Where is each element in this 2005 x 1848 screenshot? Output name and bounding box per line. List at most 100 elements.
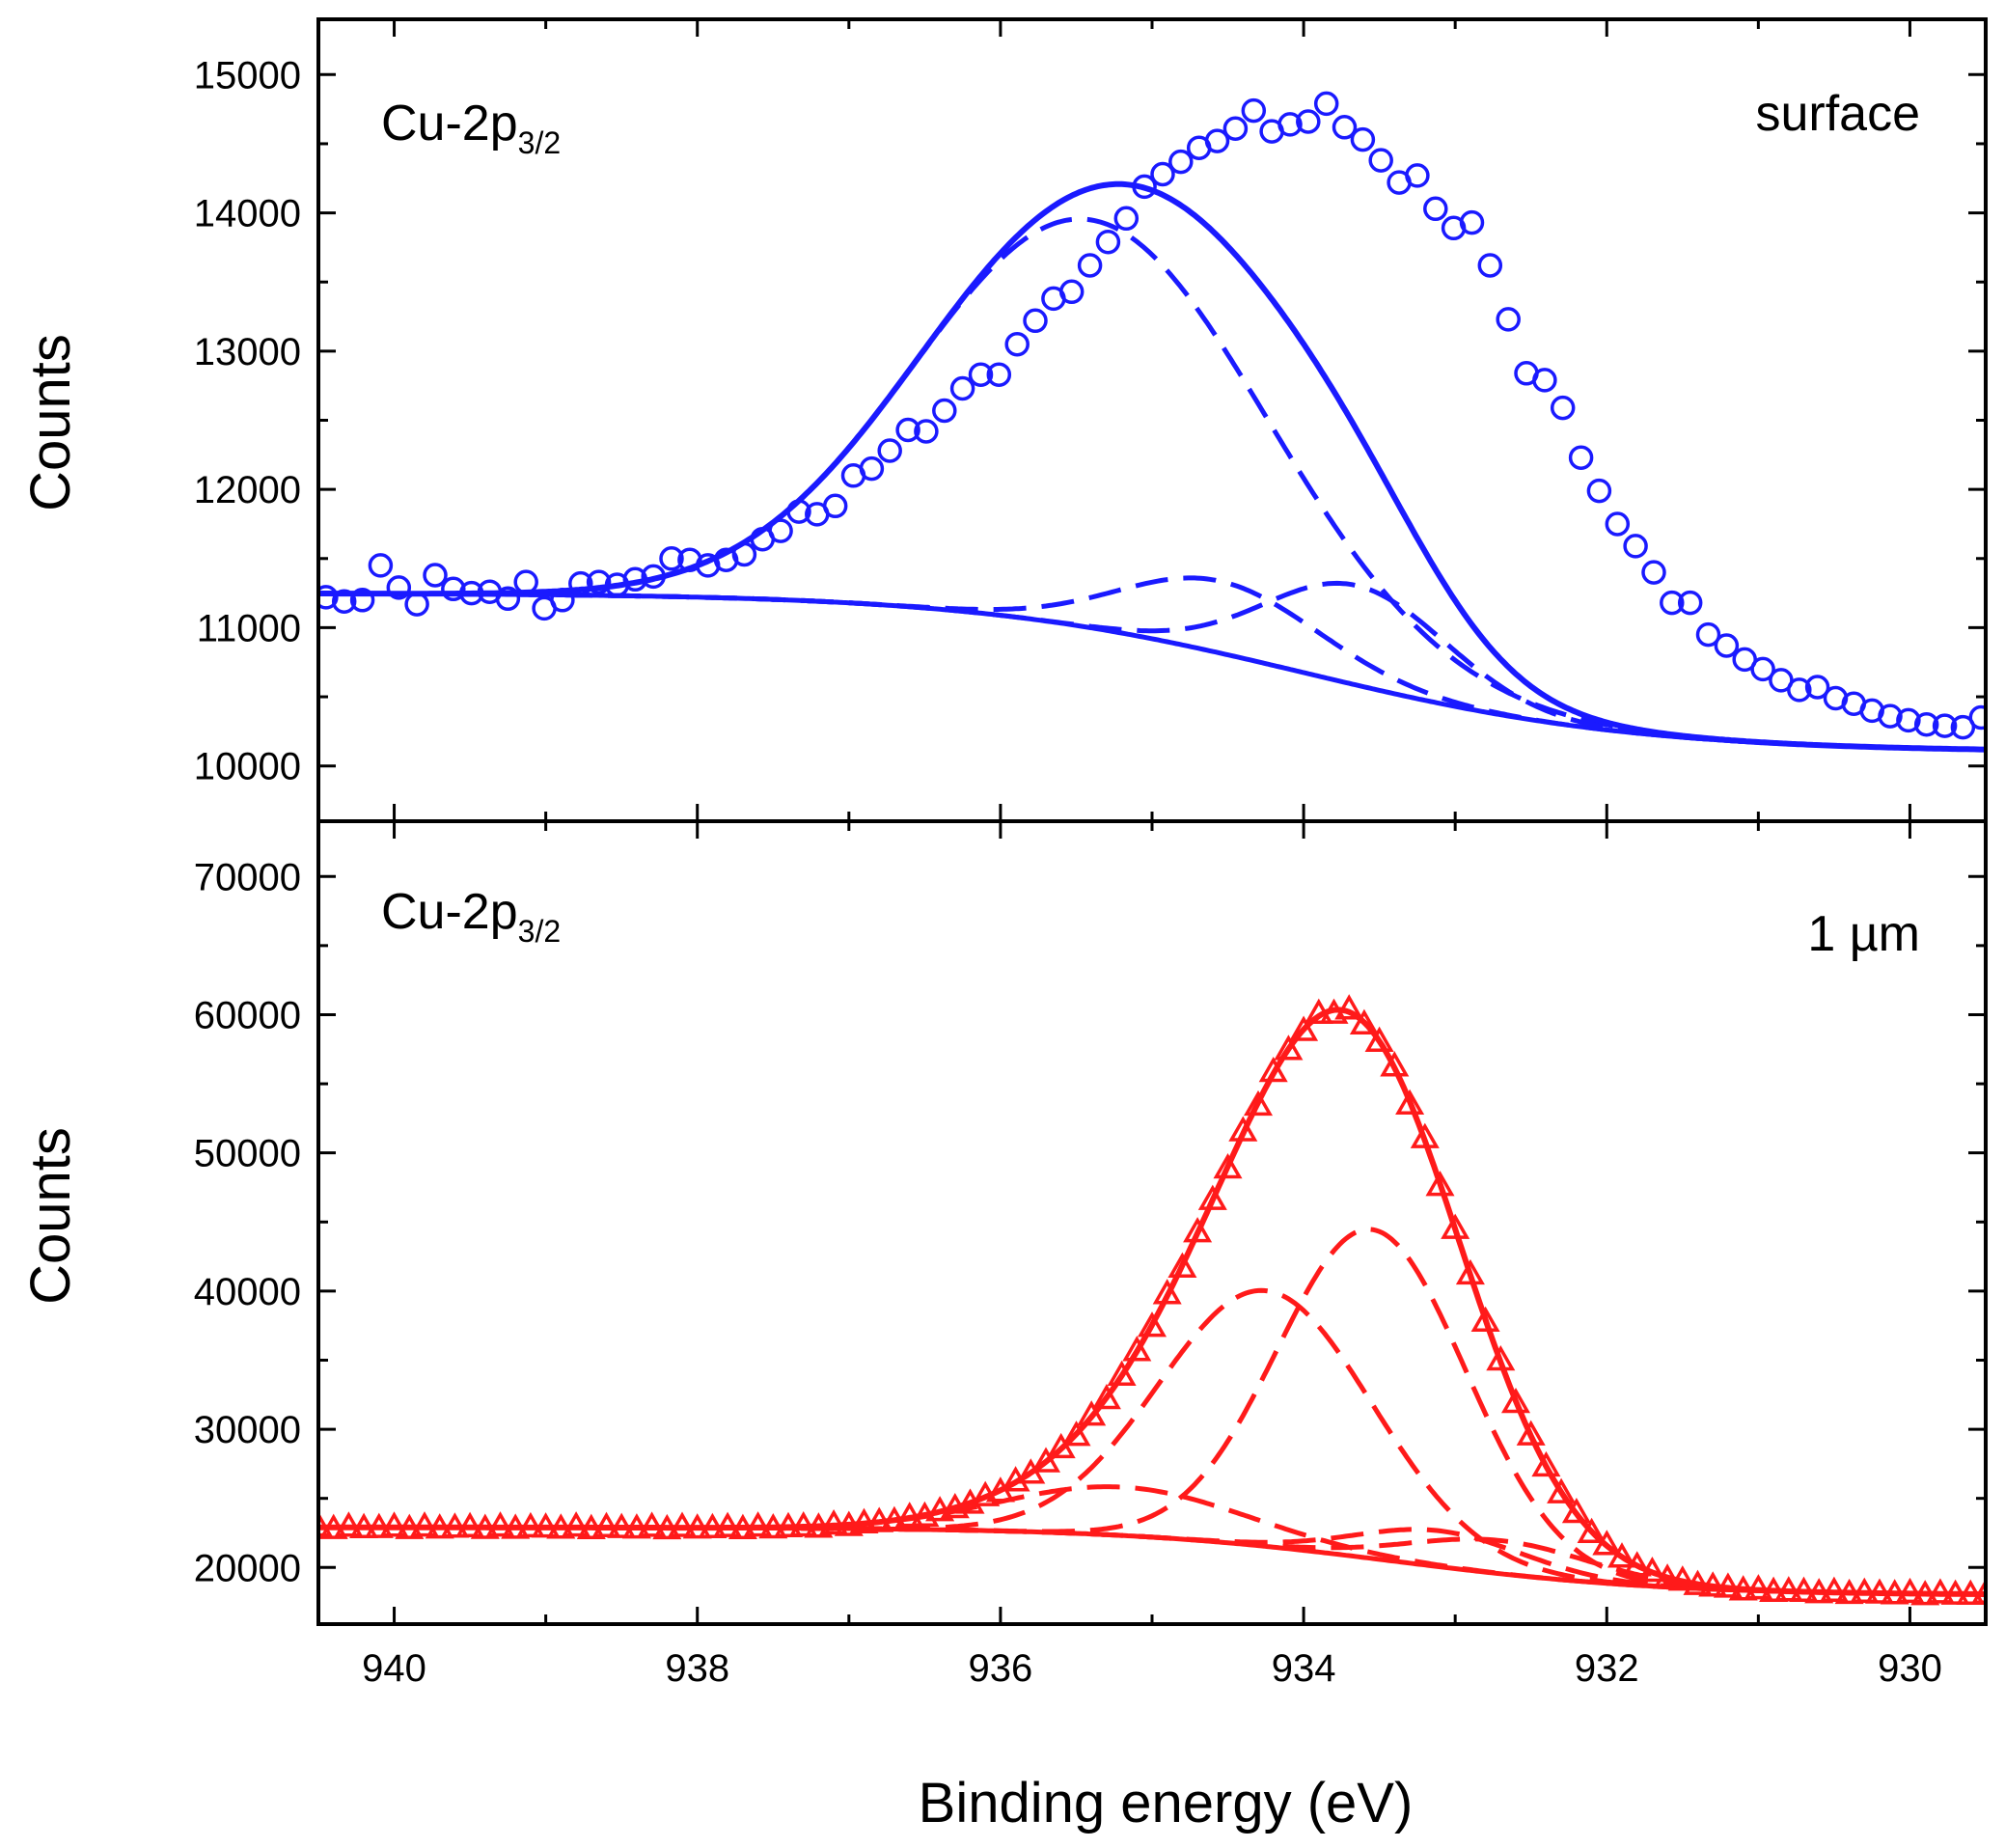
data-point <box>1744 1574 1773 1600</box>
data-point <box>568 570 593 596</box>
data-point <box>386 575 412 600</box>
component-peak-1 <box>318 1484 1986 1597</box>
data-point <box>425 1513 454 1539</box>
data-point <box>1607 1542 1637 1568</box>
data-point <box>531 1512 561 1538</box>
data-point <box>1787 677 1812 703</box>
data-point <box>550 588 575 613</box>
data-point <box>1968 704 1986 731</box>
data-point <box>1061 1420 1091 1447</box>
data-point <box>1932 713 1958 738</box>
bottom-y-axis-title: Counts <box>19 1127 82 1305</box>
x-tick-label: 940 <box>362 1647 426 1690</box>
component-peak-5 <box>318 1525 1986 1597</box>
data-point <box>1500 1387 1531 1414</box>
data-point <box>758 1512 788 1539</box>
data-point <box>1455 1258 1485 1285</box>
y-tick-label: 15000 <box>194 54 301 97</box>
data-point <box>318 1513 348 1539</box>
y-tick-label: 14000 <box>194 193 301 235</box>
data-point <box>1277 112 1303 137</box>
data-point <box>1425 1171 1455 1197</box>
data-point <box>1349 1008 1379 1034</box>
data-point <box>404 592 429 617</box>
data-point <box>1368 148 1393 173</box>
data-point <box>1714 633 1740 658</box>
data-point <box>1258 1056 1288 1083</box>
data-point <box>318 1511 334 1537</box>
panel-surface: 10000 11000 12000 13000 14000 15000 Counts Cu… <box>19 54 2005 788</box>
data-point <box>1395 1089 1425 1116</box>
component-peak-1 <box>318 216 1986 753</box>
y-tick-label: 12000 <box>194 469 301 511</box>
y-tick-label: 10000 <box>194 746 301 788</box>
data-point <box>1683 1569 1713 1595</box>
data-point <box>1550 395 1576 421</box>
top-annotation: surface <box>1755 86 1920 142</box>
data-point <box>1970 1578 1986 1605</box>
y-tick-label: 70000 <box>194 856 301 898</box>
data-point <box>1477 253 1503 278</box>
data-point <box>1834 1578 1864 1605</box>
data-point <box>515 1511 545 1538</box>
data-point <box>331 589 357 614</box>
data-point <box>652 1513 682 1540</box>
data-point <box>1622 1551 1652 1577</box>
data-point <box>667 1511 698 1537</box>
data-point <box>1334 994 1364 1020</box>
x-tick-label: 938 <box>665 1647 729 1690</box>
data-point <box>1423 196 1448 222</box>
fit-envelope <box>318 1007 1986 1597</box>
data-point <box>914 419 939 444</box>
data-point <box>501 1513 531 1539</box>
data-point <box>607 1512 637 1538</box>
data-point <box>1091 1383 1121 1410</box>
data-point <box>877 438 902 463</box>
data-point <box>1486 1344 1516 1371</box>
data-point <box>423 563 448 588</box>
data-point <box>1241 97 1267 124</box>
data-point <box>1243 1089 1274 1117</box>
data-point <box>1695 621 1721 648</box>
panel-1um: 20000 30000 40000 50000 60000 70000 Counts Cu… <box>19 856 1986 1606</box>
y-tick-label: 11000 <box>197 607 301 649</box>
data-point <box>786 499 811 524</box>
data-point <box>1605 511 1631 537</box>
data-point <box>1004 331 1030 357</box>
data-point <box>1750 656 1775 682</box>
data-point <box>1880 1579 1909 1605</box>
data-point <box>576 1513 606 1539</box>
data-point <box>1989 724 2005 745</box>
data-point <box>409 1511 440 1537</box>
data-point <box>1197 1184 1227 1210</box>
data-point <box>1304 998 1333 1024</box>
data-point <box>1058 279 1085 305</box>
data-point <box>1204 128 1230 153</box>
data-point <box>849 1507 879 1533</box>
data-point <box>440 1512 470 1538</box>
x-tick-label: 934 <box>1272 1647 1336 1690</box>
data-point <box>1850 1577 1880 1603</box>
x-tick-label: 930 <box>1878 1647 1942 1690</box>
data-point <box>834 1510 864 1536</box>
data-point <box>1222 116 1249 141</box>
data-point <box>1773 1576 1803 1602</box>
data-point <box>859 455 885 482</box>
data-point <box>1167 1252 1197 1278</box>
data-point <box>659 546 684 571</box>
data-point <box>1577 1517 1607 1544</box>
data-point <box>318 585 339 610</box>
fit-envelope <box>318 180 1986 753</box>
data-point <box>1077 253 1103 278</box>
bottom-annotation: 1 µm <box>1807 906 1920 962</box>
data-point <box>1895 1577 1925 1604</box>
data-point <box>586 569 612 594</box>
data-point <box>1095 229 1121 255</box>
component-peak-3 <box>318 580 1986 753</box>
data-point <box>562 1511 591 1537</box>
data-point <box>1168 149 1194 175</box>
data-point <box>1956 1579 1986 1605</box>
data-point <box>349 1512 379 1538</box>
data-point <box>637 1511 667 1537</box>
data-point <box>1441 1213 1470 1239</box>
